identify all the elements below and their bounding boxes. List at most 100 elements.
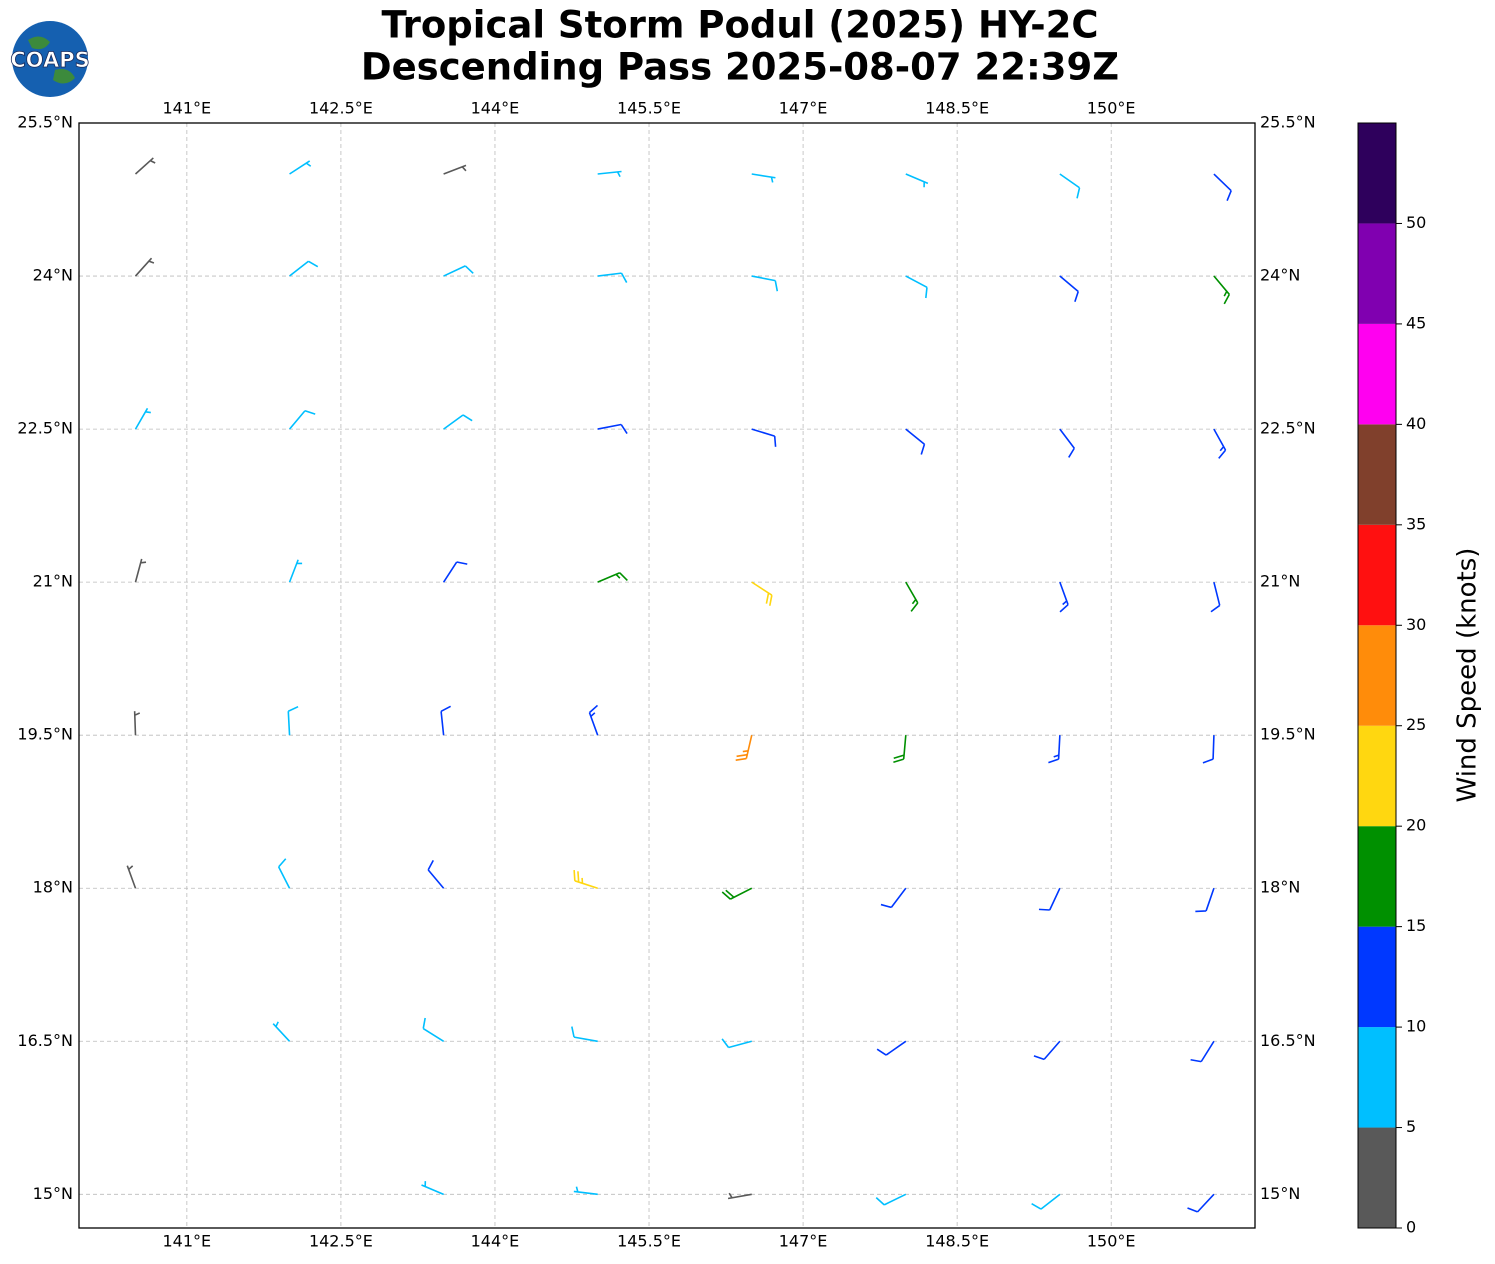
colorbar-segment (1358, 926, 1396, 1028)
y-tick-label: 16.5°N (1260, 1031, 1316, 1050)
wind-barb (133, 711, 141, 736)
y-tick-label: 21°N (1260, 572, 1300, 591)
colorbar-tick-label: 45 (1406, 313, 1426, 332)
colorbar-segment (1358, 424, 1396, 525)
wind-barb (288, 409, 316, 430)
wind-barb (1048, 735, 1061, 764)
wind-barb (588, 704, 599, 736)
wind-barb (422, 1017, 445, 1042)
colorbar-tick-label: 0 (1406, 1218, 1416, 1237)
plot-area (79, 122, 1255, 1228)
y-tick-label: 16.5°N (17, 1031, 73, 1050)
colorbar-tick-label: 50 (1406, 213, 1426, 232)
y-tick-label: 24°N (1260, 266, 1300, 285)
x-tick-label: 147°E (779, 1232, 828, 1251)
wind-barb (1059, 275, 1080, 302)
wind-barb (1031, 1193, 1061, 1210)
y-tick-label: 25.5°N (1260, 113, 1316, 132)
colorbar-tick-label: 5 (1406, 1117, 1416, 1136)
wind-barb (597, 170, 622, 178)
x-tick-label: 148.5°E (925, 1232, 989, 1251)
wind-barb (573, 870, 598, 889)
wind-barb (1187, 1193, 1215, 1213)
wind-barb (134, 558, 147, 583)
wind-barb (893, 735, 907, 763)
colorbar-segment (1358, 123, 1396, 224)
y-tick-label: 15°N (1260, 1184, 1300, 1203)
wind-barb (1059, 173, 1081, 199)
y-tick-label: 25.5°N (17, 113, 73, 132)
y-tick-label: 15°N (33, 1184, 73, 1203)
logo-land (28, 36, 75, 84)
y-tick-label: 18°N (1260, 878, 1300, 897)
x-tick-label: 148.5°E (925, 99, 989, 118)
x-tick-label: 142.5°E (309, 99, 373, 118)
colorbar-segment (1358, 223, 1396, 324)
colorbar-segment (1358, 826, 1396, 927)
chart-title: Tropical Storm Podul (2025) HY-2C (381, 4, 1098, 47)
wind-barb (443, 414, 473, 430)
wind-barb (1190, 1040, 1215, 1063)
y-tick-label: 18°N (33, 878, 73, 897)
y-tick-label: 22.5°N (1260, 419, 1316, 438)
wind-barb (1059, 581, 1069, 613)
wind-barb (751, 173, 776, 183)
x-tick-label: 141°E (163, 99, 212, 118)
wind-barb (1213, 173, 1232, 201)
wind-barb (126, 865, 137, 889)
wind-barb (571, 1026, 598, 1043)
colorbar-tick-label: 30 (1406, 615, 1426, 634)
chart-subtitle: Descending Pass 2025-08-07 22:39Z (361, 46, 1119, 89)
wind-barb (905, 428, 926, 455)
y-tick-label: 21°N (33, 572, 73, 591)
wind-barb (1202, 735, 1215, 764)
colorbar-tick-label: 20 (1406, 816, 1426, 835)
x-tick-label: 150°E (1087, 1232, 1136, 1251)
colorbar-segment (1358, 1127, 1396, 1228)
colorbar-label: Wind Speed (knots) (1453, 548, 1483, 803)
y-tick-label: 19.5°N (17, 725, 73, 744)
colorbar-segment (1358, 323, 1396, 425)
y-tick-label: 22.5°N (17, 419, 73, 438)
logo-text: COAPS (10, 48, 89, 72)
wind-barb (443, 164, 467, 175)
wind-barb (421, 1181, 444, 1196)
wind-barb (134, 157, 156, 175)
colorbar-tick-label: 40 (1406, 414, 1426, 433)
colorbar-tick-label: 35 (1406, 514, 1426, 533)
wind-barb (289, 260, 319, 277)
x-tick-label: 144°E (471, 1232, 520, 1251)
x-tick-label: 142.5°E (309, 1232, 373, 1251)
wind-barb (597, 572, 628, 583)
wind-barb (1213, 428, 1227, 459)
wind-barb (597, 423, 628, 435)
plot-frame (78, 122, 1256, 1229)
wind-barb (721, 1038, 752, 1049)
x-tick-label: 141°E (163, 1232, 212, 1251)
colorbar-segment (1358, 725, 1396, 827)
wind-barb (427, 859, 445, 889)
wind-barb (597, 272, 628, 283)
wind-barb (751, 428, 777, 447)
x-tick-label: 144°E (471, 99, 520, 118)
wind-barb (272, 1021, 291, 1042)
wind-barb (1059, 428, 1075, 458)
wind-barb (134, 257, 155, 277)
wind-barb (287, 705, 299, 736)
wind-barb (1038, 887, 1061, 911)
wind-barb (1033, 1040, 1061, 1061)
colorbar-segment (1358, 524, 1396, 626)
y-tick-label: 24°N (33, 266, 73, 285)
wind-barb (751, 275, 779, 292)
wind-barb (277, 858, 291, 889)
wind-barb (721, 887, 753, 900)
x-tick-label: 150°E (1087, 99, 1136, 118)
logo: COAPS (10, 21, 90, 97)
colorbar-segment (1358, 625, 1396, 726)
wind-barb (134, 407, 151, 430)
wind-barb (573, 1186, 598, 1196)
x-tick-label: 145.5°E (617, 99, 681, 118)
wind-barb (880, 887, 907, 909)
wind-barb (735, 735, 753, 762)
